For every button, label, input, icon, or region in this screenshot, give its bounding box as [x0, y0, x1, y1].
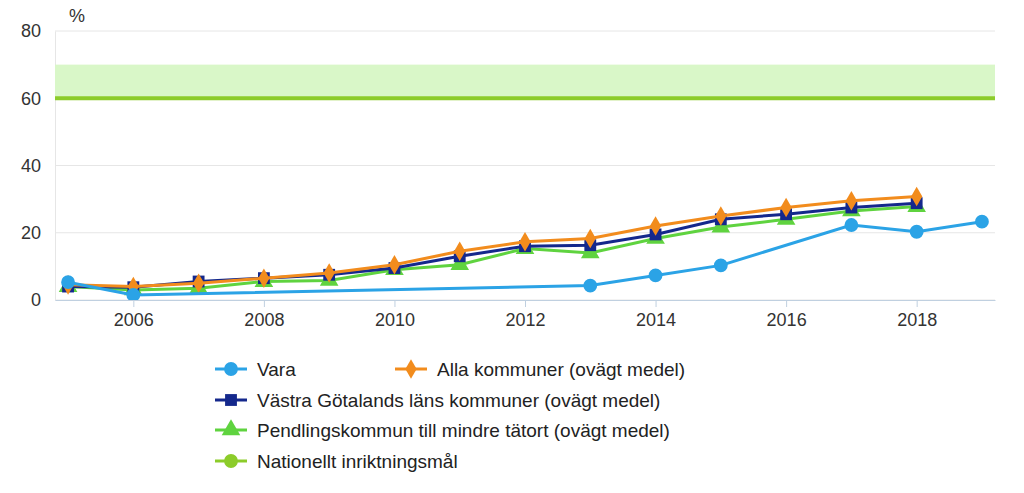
legend-item: Västra Götalands läns kommuner (ovägt me…	[215, 390, 660, 411]
legend-item: Pendlingskommun till mindre tätort (oväg…	[215, 419, 670, 441]
x-tick: 2018	[897, 300, 937, 330]
series-marker	[583, 279, 597, 293]
legend-label: Vara	[257, 359, 296, 380]
y-axis: 0 20 40 60 80	[21, 21, 56, 310]
x-tick-mark	[264, 300, 265, 307]
target-band	[55, 65, 995, 99]
series-marker	[258, 268, 269, 288]
y-tick-label: 80	[21, 21, 41, 41]
y-tick: 80	[21, 21, 55, 41]
x-axis: 2006 2008 2010 2012 2014 2016 2018	[56, 300, 996, 330]
legend-label: Västra Götalands läns kommuner (ovägt me…	[257, 390, 660, 411]
x-tick-label: 2014	[636, 310, 676, 330]
legend-symbol	[224, 454, 238, 468]
series-marker	[780, 198, 791, 218]
series-line	[55, 96, 995, 100]
series-marker	[846, 191, 857, 211]
x-tick: 2006	[114, 300, 154, 330]
x-tick-label: 2012	[505, 310, 545, 330]
x-tick-mark	[133, 300, 134, 307]
x-tick: 2008	[244, 300, 284, 330]
legend: Vara Alla kommuner (ovägt medel) Västra Gö…	[215, 359, 685, 472]
plot-area	[55, 65, 995, 300]
series-marker	[650, 216, 661, 236]
chart: 0 20 40 60 80 2006 2008 2010 2012 2014 2016 2018% Va…	[0, 0, 1024, 493]
grid-line	[55, 165, 995, 166]
x-tick: 2014	[636, 300, 676, 330]
x-tick: 2016	[767, 300, 807, 330]
series-line	[68, 207, 917, 290]
x-tick-mark	[394, 300, 395, 307]
series-marker	[389, 255, 400, 275]
grid-line	[55, 98, 995, 99]
series-marker	[910, 225, 924, 239]
x-tick-mark	[917, 300, 918, 307]
x-tick-label: 2008	[244, 310, 284, 330]
legend-label: Alla kommuner (ovägt medel)	[437, 359, 685, 380]
series-marker	[649, 269, 663, 283]
legend-label: Nationellt inriktningsmål	[257, 451, 458, 472]
series-marker	[324, 263, 335, 283]
y-tick-label: 40	[21, 156, 41, 176]
legend-symbol	[225, 394, 237, 406]
series-marker	[714, 258, 728, 272]
y-tick: 20	[21, 223, 55, 243]
legend-label: Pendlingskommun till mindre tätort (oväg…	[257, 420, 670, 441]
series-marker	[193, 273, 204, 293]
y-tick-label: 20	[21, 223, 41, 243]
y-tick: 40	[21, 156, 55, 176]
x-tick-label: 2010	[375, 310, 415, 330]
series-marker	[715, 206, 726, 226]
x-tick-mark	[525, 300, 526, 307]
series-marker	[454, 241, 465, 261]
legend-item: Alla kommuner (ovägt medel)	[395, 359, 685, 380]
legend-symbol	[405, 359, 416, 379]
grid	[55, 31, 995, 300]
legend-symbol	[224, 362, 238, 376]
series-line	[68, 196, 917, 286]
x-tick-label: 2006	[114, 310, 154, 330]
x-tick-label: 2016	[767, 310, 807, 330]
y-tick-label: 60	[21, 89, 41, 109]
legend-item: Nationellt inriktningsmål	[215, 451, 458, 472]
legend-symbol	[222, 419, 241, 435]
series-marker	[61, 275, 75, 289]
series-marker	[519, 232, 530, 252]
x-tick: 2012	[505, 300, 545, 330]
x-tick-mark	[786, 300, 787, 307]
series-marker	[126, 288, 140, 300]
y-tick: 0	[31, 290, 55, 310]
y-tick-label: 0	[31, 290, 41, 310]
series-marker	[975, 215, 989, 229]
y-axis-title: %	[69, 6, 85, 26]
grid-line	[55, 31, 995, 32]
x-tick-mark	[656, 300, 657, 307]
series-marker	[911, 187, 922, 207]
series-marker	[844, 218, 858, 232]
x-tick-label: 2018	[897, 310, 937, 330]
legend-item: Vara	[215, 359, 296, 380]
y-tick: 60	[21, 89, 55, 109]
x-tick: 2010	[375, 300, 415, 330]
series-marker	[585, 229, 596, 249]
series-line	[68, 222, 982, 295]
